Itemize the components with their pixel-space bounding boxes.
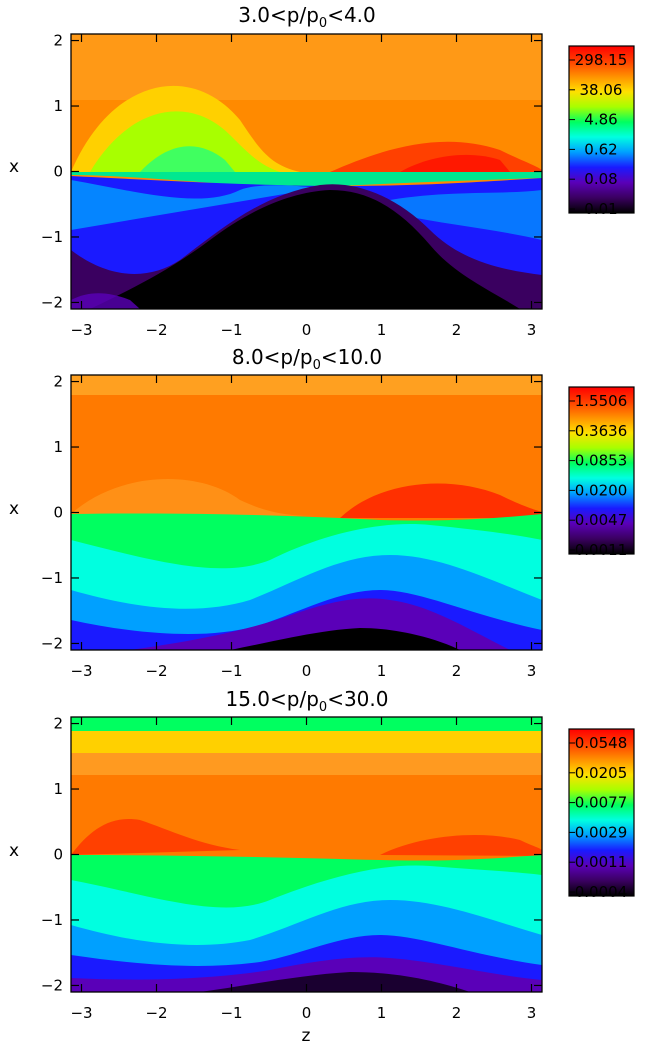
colorbar-label: 4.86 (584, 111, 617, 129)
colorbar-label: 0.3636 (575, 422, 628, 440)
panel-1-x-axis: −3 −2 −1 0 1 2 3 (70, 34, 536, 339)
x-tick-label: −3 (70, 1004, 92, 1022)
colorbar-label: 0.0011 (575, 853, 628, 871)
panel-2-ylabel: x (9, 499, 19, 519)
y-tick-label: −1 (41, 569, 63, 587)
x-tick-label: 0 (302, 321, 312, 339)
panel-3-title: 15.0<p/p0<30.0 (226, 687, 389, 715)
x-tick-label: 2 (452, 321, 462, 339)
x-tick-label: 0 (302, 1004, 312, 1022)
x-tick-label: −2 (145, 321, 167, 339)
colorbar-label: 1.5506 (575, 392, 628, 410)
x-tick-label: −2 (145, 662, 167, 680)
panel-2-colorbar: 1.5506 0.3636 0.0853 0.0200 0.0047 0.0011 (568, 386, 635, 559)
colorbar-label: 0.0548 (575, 734, 628, 752)
colorbar-label: 0.0011 (575, 541, 628, 559)
colorbar-label: 0.0004 (575, 883, 628, 901)
x-tick-label: 1 (377, 1004, 387, 1022)
x-tick-label: 3 (527, 1004, 537, 1022)
x-tick-label: −3 (70, 662, 92, 680)
x-tick-label: −1 (220, 1004, 242, 1022)
panel-1: 3.0<p/p0<4.0 −3 −2 −1 0 1 2 3 −2 −1 0 1 2 x 298.15… (9, 3, 635, 339)
colorbar-label: 0.0853 (575, 452, 628, 470)
colorbar-label: 0.0205 (575, 764, 628, 782)
x-tick-label: −1 (220, 321, 242, 339)
panel-2-x-axis: −3 −2 −1 0 1 2 3 (70, 375, 536, 680)
panel-3-xlabel: z (302, 1026, 311, 1046)
panel-2-y-axis: −2 −1 0 1 2 (41, 373, 542, 652)
colorbar-label: 0.01 (584, 200, 617, 218)
panel-3-heatmap (71, 717, 542, 992)
y-tick-label: −2 (41, 293, 63, 311)
colorbar-label: 0.62 (584, 140, 617, 158)
panel-1-ylabel: x (9, 157, 19, 177)
y-tick-label: −1 (41, 911, 63, 929)
x-tick-label: 3 (527, 321, 537, 339)
panel-1-heatmap (71, 34, 542, 309)
panel-3: 15.0<p/p0<30.0 −3 −2 −1 0 1 2 3 −2 −1 0 1 2 x z 0.… (9, 687, 635, 1046)
panel-2-title: 8.0<p/p0<10.0 (232, 345, 382, 373)
colorbar-label: 0.0200 (575, 481, 628, 499)
y-tick-label: 1 (53, 97, 63, 115)
colorbar-label: 0.08 (584, 170, 617, 188)
x-tick-label: −2 (145, 1004, 167, 1022)
panel-3-ylabel: x (9, 841, 19, 861)
y-tick-label: −1 (41, 228, 63, 246)
colorbar-label: 0.0047 (575, 511, 628, 529)
y-tick-label: 1 (53, 438, 63, 456)
x-tick-label: −1 (220, 662, 242, 680)
y-tick-label: 0 (53, 846, 63, 864)
x-tick-label: 1 (377, 321, 387, 339)
colorbar-label: 38.06 (580, 81, 623, 99)
colorbar-label: 0.0029 (575, 823, 628, 841)
y-tick-label: 1 (53, 780, 63, 798)
x-tick-label: 0 (302, 662, 312, 680)
x-tick-label: 1 (377, 662, 387, 680)
colorbar-label: 298.15 (575, 51, 628, 69)
y-tick-label: 0 (53, 163, 63, 181)
colorbar-label: 0.0077 (575, 794, 628, 812)
panel-2: 8.0<p/p0<10.0 −3 −2 −1 0 1 2 3 −2 −1 0 1 2 x 1.550… (9, 345, 635, 680)
y-tick-label: 2 (53, 373, 63, 391)
y-tick-label: 2 (53, 32, 63, 50)
y-tick-label: 2 (53, 715, 63, 733)
y-tick-label: −2 (41, 634, 63, 652)
x-tick-label: −3 (70, 321, 92, 339)
panel-1-title: 3.0<p/p0<4.0 (238, 3, 376, 31)
panel-3-colorbar: 0.0548 0.0205 0.0077 0.0029 0.0011 0.0004 (568, 728, 635, 901)
x-tick-label: 3 (527, 662, 537, 680)
panel-3-y-axis: −2 −1 0 1 2 (41, 715, 542, 994)
panel-1-y-axis: −2 −1 0 1 2 (41, 32, 542, 311)
x-tick-label: 2 (452, 1004, 462, 1022)
panel-1-colorbar: 298.15 38.06 4.86 0.62 0.08 0.01 (568, 45, 635, 218)
x-tick-label: 2 (452, 662, 462, 680)
y-tick-label: −2 (41, 976, 63, 994)
panel-3-x-axis: −3 −2 −1 0 1 2 3 (70, 717, 536, 1022)
y-tick-label: 0 (53, 504, 63, 522)
panel-2-heatmap (71, 375, 542, 650)
